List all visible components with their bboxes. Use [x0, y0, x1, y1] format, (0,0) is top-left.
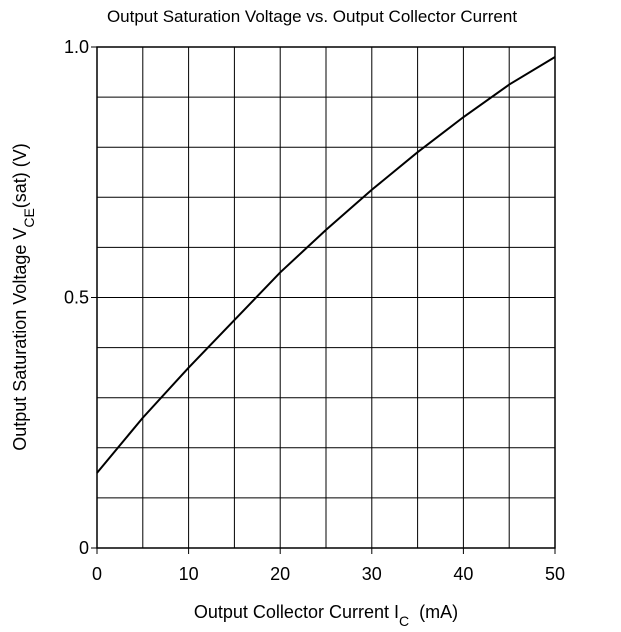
x-label-sub: C — [399, 613, 409, 629]
y-tick-label: 0 — [79, 538, 89, 558]
x-tick-label: 0 — [92, 564, 102, 584]
x-tick-label: 20 — [270, 564, 290, 584]
x-tick-label: 50 — [545, 564, 565, 584]
chart-title: Output Saturation Voltage vs. Output Col… — [107, 7, 517, 26]
y-axis-label: Output Saturation Voltage VCE(sat) (V) — [10, 143, 37, 451]
y-label-text: Output Saturation Voltage V — [10, 228, 30, 451]
curve — [96, 56, 556, 474]
x-tick-label: 40 — [453, 564, 473, 584]
y-tick-label: 0.5 — [64, 288, 89, 308]
x-tick-label: 10 — [179, 564, 199, 584]
y-label-sub: CE — [21, 208, 37, 227]
y-label-unit: (sat) (V) — [10, 143, 30, 208]
x-axis-label: Output Collector Current IC (mA) — [194, 602, 458, 629]
y-tick-label: 1.0 — [64, 37, 89, 57]
x-tick-label: 30 — [362, 564, 382, 584]
x-label-unit: (mA) — [419, 602, 458, 622]
x-label-text: Output Collector Current I — [194, 602, 399, 622]
